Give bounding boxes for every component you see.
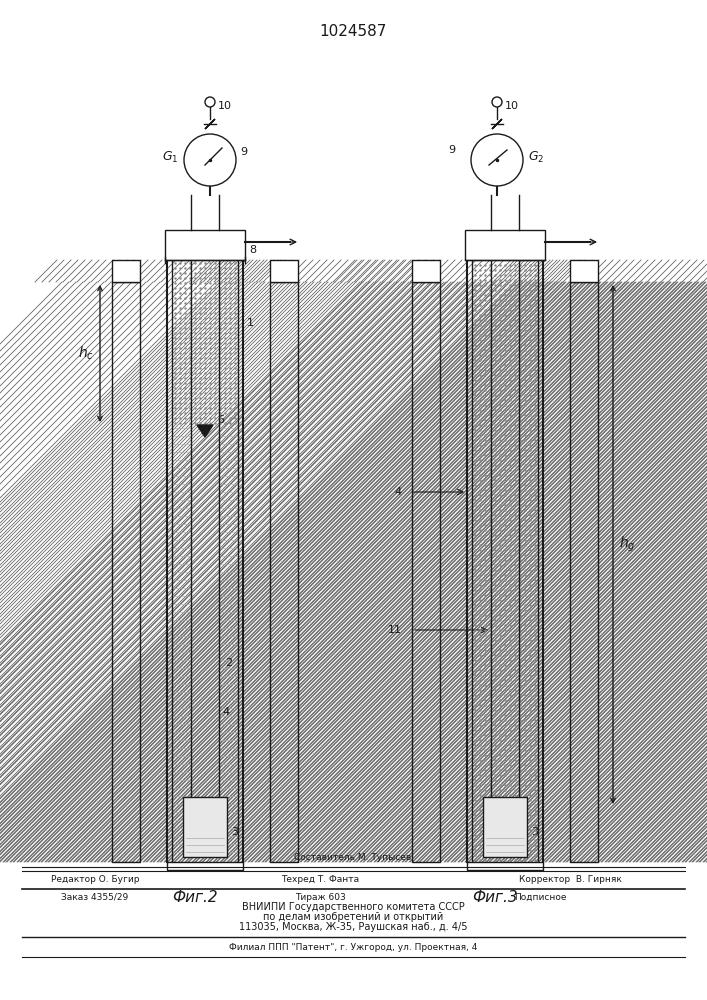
Bar xyxy=(412,260,440,282)
Text: $h_g$: $h_g$ xyxy=(619,535,636,554)
Bar xyxy=(183,797,227,857)
Bar xyxy=(570,282,598,862)
Text: 10: 10 xyxy=(218,101,232,111)
Text: Составитель М. Тупысев: Составитель М. Тупысев xyxy=(294,852,411,861)
Polygon shape xyxy=(492,119,502,129)
Text: 9: 9 xyxy=(240,147,247,157)
Text: Техред Т. Фанта: Техред Т. Фанта xyxy=(281,876,359,884)
Bar xyxy=(165,230,245,260)
Text: 4: 4 xyxy=(395,487,402,497)
Circle shape xyxy=(184,134,236,186)
Bar xyxy=(112,282,140,862)
Text: 4: 4 xyxy=(222,707,229,717)
Bar xyxy=(270,282,298,862)
Bar xyxy=(167,862,243,870)
Text: Подписное: Подписное xyxy=(514,892,566,902)
Text: $G_2$: $G_2$ xyxy=(528,149,544,165)
Bar xyxy=(112,282,140,862)
Circle shape xyxy=(471,134,523,186)
Bar xyxy=(270,260,298,282)
Bar xyxy=(483,797,527,857)
Text: Заказ 4355/29: Заказ 4355/29 xyxy=(62,892,129,902)
Bar xyxy=(412,282,440,862)
Bar xyxy=(270,260,298,282)
Text: Филиал ППП "Патент", г. Ужгород, ул. Проектная, 4: Филиал ППП "Патент", г. Ужгород, ул. Про… xyxy=(229,942,477,952)
Bar xyxy=(270,282,298,862)
Bar xyxy=(467,862,543,870)
Text: Корректор  В. Гирняк: Корректор В. Гирняк xyxy=(518,876,621,884)
Text: 10: 10 xyxy=(505,101,519,111)
Bar xyxy=(165,230,245,260)
Text: Фиг.2: Фиг.2 xyxy=(173,890,218,904)
Bar xyxy=(112,260,140,282)
Bar xyxy=(570,260,598,282)
Bar xyxy=(465,230,545,260)
Text: 3: 3 xyxy=(231,827,238,837)
Text: 2: 2 xyxy=(225,658,232,668)
Text: 9: 9 xyxy=(448,145,455,155)
Bar xyxy=(412,260,440,282)
Bar xyxy=(172,260,238,425)
Bar xyxy=(412,282,440,862)
Bar xyxy=(472,260,538,862)
Bar xyxy=(570,282,598,862)
Text: Тираж 603: Тираж 603 xyxy=(295,892,346,902)
Text: 113035, Москва, Ж-35, Раушская наб., д. 4/5: 113035, Москва, Ж-35, Раушская наб., д. … xyxy=(239,922,467,932)
Text: ВНИИПИ Государственного комитета СССР: ВНИИПИ Государственного комитета СССР xyxy=(242,902,464,912)
Text: 3: 3 xyxy=(531,827,538,837)
Text: $h_c$: $h_c$ xyxy=(78,345,94,362)
Bar xyxy=(412,282,440,862)
Text: 1: 1 xyxy=(247,318,254,328)
Text: 6: 6 xyxy=(217,415,224,425)
Bar xyxy=(570,260,598,282)
Bar xyxy=(570,282,598,862)
Bar xyxy=(112,260,140,282)
Text: 8: 8 xyxy=(249,245,256,255)
Text: 1024587: 1024587 xyxy=(320,24,387,39)
Circle shape xyxy=(492,97,502,107)
Text: Редактор О. Бугир: Редактор О. Бугир xyxy=(51,876,139,884)
Polygon shape xyxy=(197,425,213,437)
Text: по делам изобретений и открытий: по делам изобретений и открытий xyxy=(263,912,443,922)
Bar xyxy=(270,282,298,862)
Circle shape xyxy=(205,97,215,107)
Text: Фиг.3: Фиг.3 xyxy=(472,890,518,904)
Bar xyxy=(112,282,140,862)
Text: 11: 11 xyxy=(388,625,402,635)
Bar xyxy=(465,230,545,260)
Text: $G_1$: $G_1$ xyxy=(162,149,178,165)
Polygon shape xyxy=(205,119,215,129)
